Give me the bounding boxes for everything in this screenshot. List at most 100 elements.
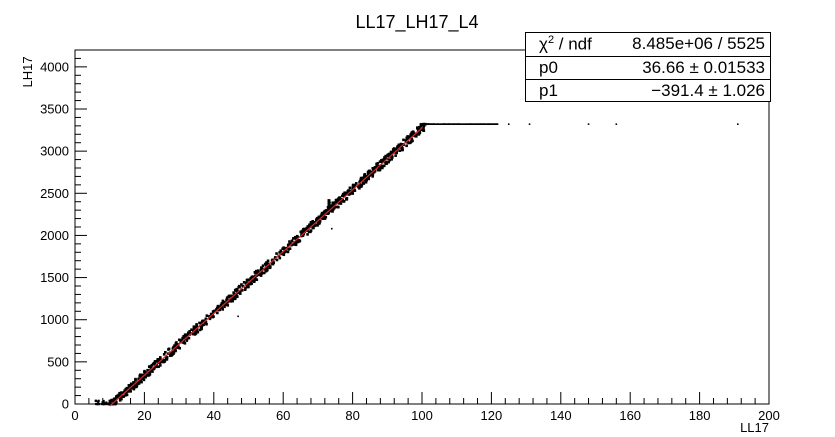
data-point bbox=[347, 189, 350, 192]
data-point bbox=[259, 274, 263, 277]
data-point bbox=[237, 315, 239, 318]
p0-label: p0 bbox=[539, 58, 558, 77]
fit-stats-box: χ2 / ndf 8.485e+06 / 5525 p0 36.66 ± 0.0… bbox=[525, 32, 771, 102]
data-point bbox=[270, 259, 274, 262]
data-point bbox=[283, 251, 286, 254]
data-point bbox=[370, 170, 373, 174]
data-point bbox=[134, 378, 137, 382]
data-point bbox=[101, 402, 104, 406]
data-point bbox=[395, 151, 399, 155]
data-point bbox=[338, 197, 341, 201]
data-point bbox=[316, 224, 319, 227]
data-point bbox=[305, 226, 309, 230]
data-point bbox=[410, 132, 413, 136]
data-point bbox=[133, 384, 137, 388]
data-point bbox=[123, 389, 126, 392]
data-point bbox=[184, 334, 188, 337]
data-point bbox=[182, 335, 186, 339]
y-tick-label: 2000 bbox=[40, 228, 69, 243]
data-point bbox=[320, 211, 324, 215]
data-point bbox=[187, 336, 191, 340]
data-point bbox=[310, 221, 314, 225]
data-point bbox=[414, 135, 418, 138]
data-point bbox=[300, 232, 304, 236]
data-point bbox=[198, 328, 202, 332]
data-point bbox=[302, 227, 306, 231]
data-point bbox=[238, 290, 242, 293]
data-point bbox=[260, 268, 263, 271]
x-tick-label: 40 bbox=[207, 408, 221, 423]
data-point bbox=[389, 152, 392, 156]
data-point bbox=[411, 133, 415, 136]
data-point bbox=[254, 271, 257, 274]
data-point bbox=[405, 144, 408, 148]
x-tick-label: 60 bbox=[276, 408, 290, 423]
data-point bbox=[129, 390, 132, 393]
data-point bbox=[181, 336, 184, 340]
data-point bbox=[422, 126, 425, 129]
data-point bbox=[249, 280, 253, 284]
data-point bbox=[233, 292, 236, 296]
stats-row-p0: p0 36.66 ± 0.01533 bbox=[526, 57, 770, 80]
data-point bbox=[376, 161, 380, 165]
data-point bbox=[192, 327, 196, 330]
data-point bbox=[384, 154, 387, 158]
x-axis-label: LL17 bbox=[740, 420, 769, 435]
stats-row-chi2: χ2 / ndf 8.485e+06 / 5525 bbox=[526, 33, 770, 56]
data-point bbox=[386, 153, 389, 157]
data-point bbox=[528, 123, 531, 125]
data-point bbox=[318, 217, 321, 220]
data-point bbox=[94, 402, 98, 406]
data-point bbox=[108, 399, 111, 402]
data-point bbox=[108, 401, 112, 404]
data-point bbox=[158, 357, 162, 360]
data-point bbox=[390, 154, 394, 158]
data-point bbox=[155, 365, 159, 369]
data-point bbox=[272, 261, 276, 265]
data-point bbox=[292, 237, 295, 240]
data-point bbox=[328, 207, 331, 211]
data-point bbox=[229, 298, 233, 302]
data-point bbox=[736, 123, 739, 125]
data-point bbox=[286, 250, 290, 254]
data-point bbox=[394, 148, 397, 151]
data-point bbox=[153, 361, 157, 364]
y-tick-label: 4000 bbox=[40, 59, 69, 74]
data-point bbox=[336, 200, 339, 204]
data-point bbox=[127, 390, 131, 393]
data-point bbox=[170, 352, 174, 355]
x-tick-label: 180 bbox=[689, 408, 711, 423]
data-point bbox=[295, 234, 299, 238]
data-point bbox=[318, 219, 322, 223]
data-point bbox=[250, 282, 253, 285]
y-axis-label: LH17 bbox=[20, 56, 35, 87]
data-point bbox=[284, 247, 288, 250]
data-point bbox=[354, 182, 358, 185]
data-point bbox=[275, 252, 278, 255]
stats-separator bbox=[526, 56, 770, 57]
data-point bbox=[407, 135, 411, 139]
scatter-points bbox=[94, 122, 739, 406]
data-point bbox=[212, 310, 216, 314]
data-point bbox=[266, 262, 269, 266]
data-point bbox=[265, 263, 268, 267]
data-point bbox=[138, 373, 142, 377]
data-point bbox=[373, 165, 377, 169]
data-point bbox=[176, 346, 180, 349]
data-point bbox=[254, 269, 258, 273]
p1-value: −391.4 ± 1.026 bbox=[651, 81, 765, 100]
data-point bbox=[388, 158, 392, 162]
data-point bbox=[281, 247, 284, 251]
data-point bbox=[322, 212, 326, 216]
data-point bbox=[282, 253, 286, 257]
data-point bbox=[384, 162, 388, 165]
data-point bbox=[402, 138, 405, 142]
y-tick-label: 1000 bbox=[40, 312, 69, 327]
data-point bbox=[234, 293, 238, 296]
data-point bbox=[159, 364, 162, 367]
data-point bbox=[115, 395, 119, 399]
data-point bbox=[309, 229, 313, 232]
data-point bbox=[170, 350, 174, 353]
data-point bbox=[420, 123, 424, 126]
data-point bbox=[186, 333, 190, 337]
